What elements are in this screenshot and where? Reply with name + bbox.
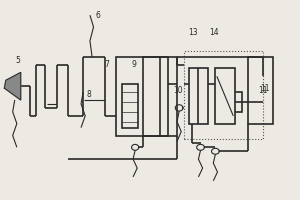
Text: 6: 6 [95, 11, 101, 20]
Bar [189, 68, 208, 124]
Text: 9: 9 [131, 60, 136, 69]
Text: 7: 7 [104, 60, 109, 69]
Bar [248, 57, 273, 124]
Text: 10: 10 [173, 86, 183, 95]
Text: 5: 5 [15, 56, 20, 65]
Polygon shape [4, 72, 21, 100]
Text: 11: 11 [258, 86, 268, 95]
Text: 8: 8 [87, 90, 92, 99]
Text: 14: 14 [209, 28, 219, 37]
Text: 13: 13 [188, 28, 198, 37]
Text: 11: 11 [260, 84, 269, 93]
Bar [215, 68, 235, 124]
Bar [184, 51, 263, 139]
Bar [142, 57, 177, 136]
Bar [122, 84, 138, 128]
Bar [116, 57, 168, 136]
